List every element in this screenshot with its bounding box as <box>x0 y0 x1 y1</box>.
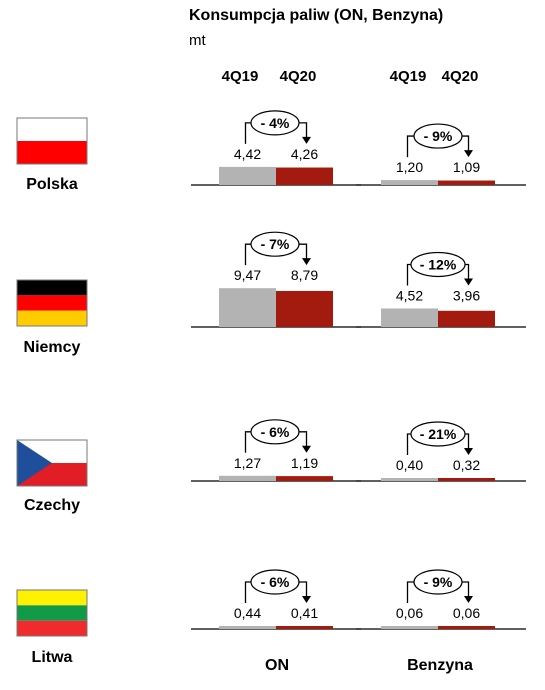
data-label: 0,44 <box>234 605 261 621</box>
bar-benzyna <box>381 626 438 629</box>
poland-flag-icon <box>16 117 88 165</box>
period-header-benzyna-curr: 4Q20 <box>442 68 479 85</box>
change-label: - 12% <box>420 256 457 272</box>
bar-on <box>219 166 276 185</box>
bar-benzyna <box>438 310 495 327</box>
change-badge <box>250 419 300 445</box>
data-label: 3,96 <box>453 287 480 303</box>
arrow-down-icon <box>464 448 473 455</box>
data-label: 9,47 <box>234 267 261 283</box>
change-badge <box>410 421 466 447</box>
change-label: - 9% <box>424 574 453 590</box>
czechia-flag-icon <box>16 439 88 487</box>
data-label: 4,26 <box>291 146 318 162</box>
period-header-benzyna-prev: 4Q19 <box>390 68 427 85</box>
data-label: 1,20 <box>396 159 423 175</box>
bar-on <box>276 167 333 185</box>
unit-label: mt <box>189 32 206 49</box>
chart-title: Konsumpcja paliw (ON, Benzyna) <box>189 7 443 24</box>
bar-on <box>219 626 276 629</box>
change-badge <box>413 123 463 149</box>
change-badge <box>250 231 300 257</box>
bar-benzyna <box>381 308 438 327</box>
bar-on <box>219 475 276 481</box>
data-label: 1,27 <box>234 455 261 471</box>
change-label: - 21% <box>420 426 457 442</box>
change-label: - 6% <box>261 424 290 440</box>
bar-on <box>276 626 333 629</box>
data-label: 4,42 <box>234 146 261 162</box>
bar-on <box>219 288 276 327</box>
arrow-down-icon <box>302 258 311 266</box>
bar-benzyna <box>381 180 438 185</box>
lithuania-flag-icon <box>16 589 88 637</box>
data-label: 0,40 <box>396 457 423 473</box>
data-label: 0,41 <box>291 605 318 621</box>
change-badge <box>413 569 463 595</box>
bar-on <box>276 476 333 481</box>
arrow-down-icon <box>302 136 311 144</box>
bar-benzyna <box>381 478 438 481</box>
arrow-down-icon <box>464 150 473 158</box>
bar-benzyna <box>438 478 495 481</box>
arrow-down-icon <box>302 445 311 453</box>
country-label: Niemcy <box>24 339 81 356</box>
group-label-on: ON <box>265 657 289 674</box>
period-header-on-prev: 4Q19 <box>222 68 259 85</box>
bar-on <box>276 290 333 327</box>
change-label: - 4% <box>261 115 290 131</box>
change-badge <box>410 251 466 278</box>
arrow-down-icon <box>302 596 311 603</box>
germany-flag-icon <box>16 279 88 327</box>
group-label-benzyna: Benzyna <box>407 657 473 674</box>
country-label: Litwa <box>32 649 73 666</box>
change-label: - 6% <box>261 574 290 590</box>
arrow-down-icon <box>464 596 473 603</box>
data-label: 0,06 <box>453 605 480 621</box>
change-label: - 7% <box>261 236 290 252</box>
change-badge <box>250 110 300 136</box>
country-label: Czechy <box>24 497 80 514</box>
data-label: 4,52 <box>396 287 423 303</box>
arrow-down-icon <box>464 278 473 286</box>
data-label: 0,06 <box>396 605 423 621</box>
country-label: Polska <box>26 176 78 193</box>
bar-benzyna <box>438 626 495 629</box>
change-badge <box>250 569 300 595</box>
bar-benzyna <box>438 180 495 185</box>
period-header-on-curr: 4Q20 <box>280 68 317 85</box>
data-label: 1,09 <box>453 159 480 175</box>
change-label: - 9% <box>424 128 453 144</box>
data-label: 8,79 <box>291 267 318 283</box>
data-label: 1,19 <box>291 455 318 471</box>
data-label: 0,32 <box>453 457 480 473</box>
